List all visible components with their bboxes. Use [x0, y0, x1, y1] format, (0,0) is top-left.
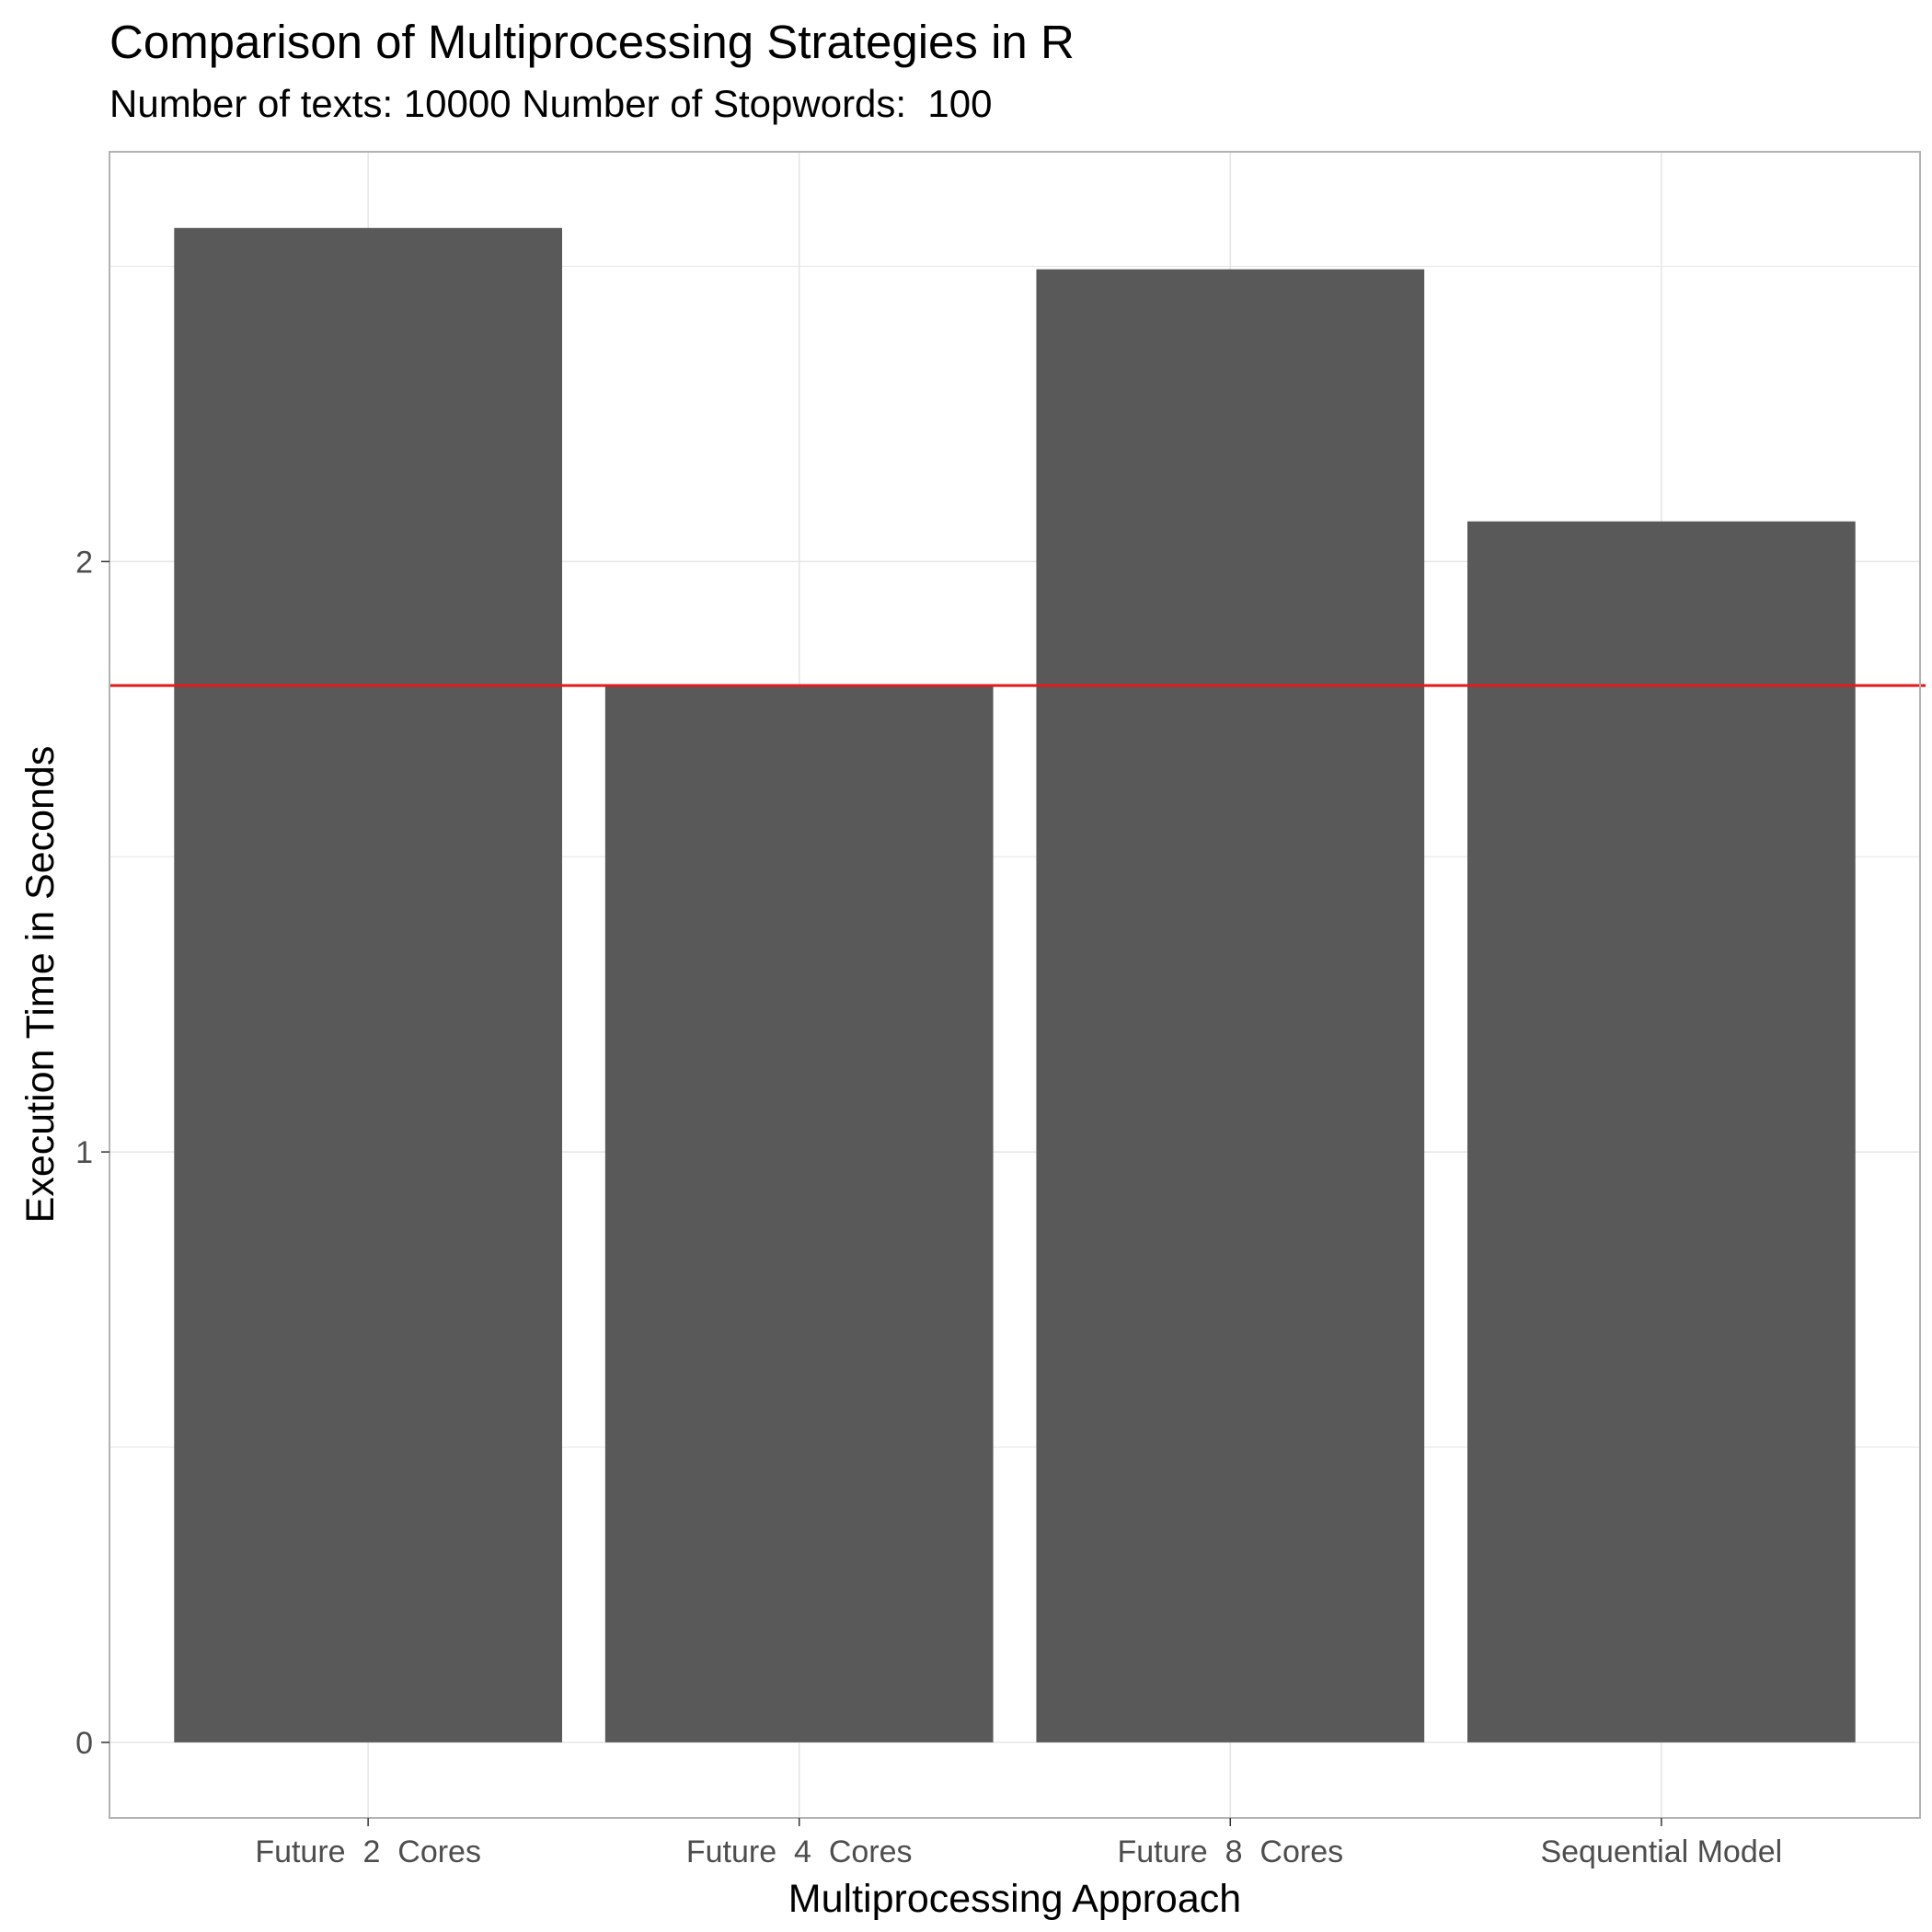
bar [1036, 269, 1425, 1742]
bars-layer [174, 227, 1856, 1742]
panel-border [109, 151, 1921, 1819]
bar [1467, 521, 1856, 1742]
yticks-layer: 0 1 2 [75, 545, 109, 1761]
chart-subtitle: Number of texts: 10000 Number of Stopwor… [109, 82, 993, 125]
y-tick-label: 1 [75, 1135, 93, 1170]
chart-title: Comparison of Multiprocessing Strategies… [109, 16, 1075, 68]
y-axis-title: Execution Time in Seconds [18, 746, 63, 1224]
x-axis-title: Multiprocessing Approach [788, 1877, 1241, 1921]
x-tick-label: Future 8 Cores [1117, 1834, 1343, 1869]
x-tick-label: Future 4 Cores [686, 1834, 913, 1869]
y-tick-label: 0 [75, 1726, 93, 1761]
x-tick-label: Future 2 Cores [255, 1834, 481, 1869]
x-tick-label: Sequential Model [1540, 1834, 1782, 1869]
y-tick-label: 2 [75, 545, 93, 580]
bar [604, 685, 994, 1742]
xticks-layer: Future 2 Cores Future 4 Cores Future 8 Cor… [255, 1818, 1782, 1869]
bar [174, 227, 563, 1742]
